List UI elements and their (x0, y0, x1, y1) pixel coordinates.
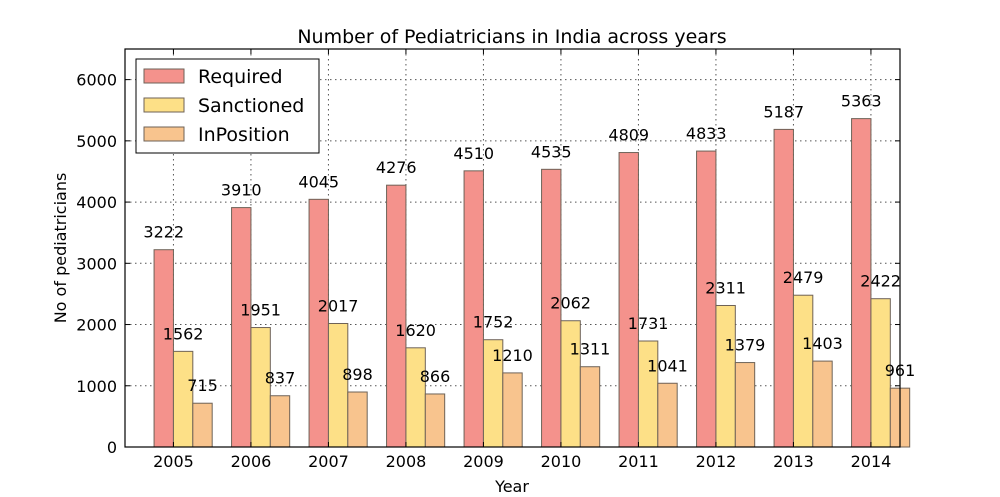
legend-swatch-required (143, 68, 185, 84)
data-label-sanctioned: 1752 (473, 313, 514, 332)
legend-swatch-inposition (143, 126, 185, 142)
bar-sanctioned (327, 322, 349, 448)
bar-required (386, 184, 407, 448)
legend-label-inposition: InPosition (198, 124, 290, 146)
data-label-sanctioned: 1951 (240, 301, 281, 320)
bar-required (773, 128, 794, 448)
data-label-sanctioned: 1620 (395, 321, 436, 340)
bar-sanctioned (405, 347, 426, 448)
data-label-sanctioned: 2422 (860, 272, 901, 291)
data-label-required: 4045 (298, 172, 339, 191)
x-axis-title: Year (494, 477, 529, 496)
bar-required (153, 249, 174, 448)
data-label-inposition: 1403 (802, 334, 843, 353)
axis-ticks: 0 1000 2000 3000 4000 5000 6000 2005 2006 2007 200… (76, 49, 900, 471)
data-label-required: 4276 (376, 158, 417, 177)
x-tick-label: 2009 (463, 452, 504, 471)
data-label-inposition: 898 (342, 365, 373, 384)
x-tick-label: 2012 (696, 452, 737, 471)
data-label-required: 4809 (608, 126, 649, 145)
x-tick-label: 2007 (308, 452, 349, 471)
data-label-required: 4833 (686, 124, 727, 143)
data-label-inposition: 715 (187, 376, 218, 395)
bar-required (463, 170, 484, 448)
bar-inposition (192, 402, 213, 448)
bar-sanctioned (715, 304, 736, 448)
data-label-required: 5187 (763, 102, 804, 121)
data-label-inposition: 1311 (570, 340, 611, 359)
bar-inposition (579, 366, 601, 448)
legend-label-sanctioned: Sanctioned (198, 95, 304, 117)
x-tick-label: 2008 (386, 452, 427, 471)
data-label-required: 4510 (453, 144, 494, 163)
data-label-sanctioned: 2017 (318, 296, 359, 315)
data-label-inposition: 1210 (492, 346, 533, 365)
y-tick-label: 3000 (76, 254, 117, 273)
data-label-sanctioned: 1562 (163, 324, 204, 343)
y-axis-title: No of pediatricians (51, 173, 70, 324)
data-label-required: 3910 (221, 181, 262, 200)
plot-frame (124, 48, 901, 448)
bar-inposition (347, 391, 368, 448)
bar-required (308, 198, 329, 448)
data-label-sanctioned: 2479 (783, 268, 824, 287)
bar-inposition (734, 362, 756, 448)
bar-required (696, 150, 717, 448)
data-label-sanctioned: 1731 (628, 314, 669, 333)
legend: Required Sanctioned InPosition (135, 58, 320, 154)
x-tick-label: 2011 (618, 452, 659, 471)
y-tick-label: 0 (107, 438, 117, 457)
bar-inposition (269, 395, 291, 448)
chart-title: Number of Pediatricians in India across … (297, 26, 726, 48)
bar-inposition (657, 382, 678, 448)
x-tick-label: 2014 (851, 452, 892, 471)
bar-inposition (812, 360, 833, 448)
x-tick-label: 2013 (773, 452, 814, 471)
data-label-required: 3222 (143, 223, 184, 242)
y-tick-label: 1000 (76, 377, 117, 396)
data-label-inposition: 866 (420, 367, 451, 386)
legend-label-required: Required (198, 66, 283, 88)
data-label-required: 4535 (531, 142, 572, 161)
bar-required (618, 152, 639, 448)
y-tick-label: 6000 (76, 71, 117, 90)
x-tick-label: 2005 (153, 452, 194, 471)
data-label-inposition: 1379 (725, 336, 766, 355)
x-tick-label: 2010 (541, 452, 582, 471)
y-tick-label: 5000 (76, 132, 117, 151)
bar-inposition (424, 393, 446, 448)
bar-inposition (502, 372, 523, 448)
data-labels: 3222 3910 4045 4276 4510 4535 4809 4833 5187 5363… (143, 92, 915, 396)
y-tick-label: 4000 (76, 193, 117, 212)
data-label-inposition: 1041 (647, 356, 688, 375)
bars (153, 118, 911, 448)
x-tick-label: 2006 (231, 452, 272, 471)
data-label-required: 5363 (841, 92, 882, 111)
y-tick-label: 2000 (76, 316, 117, 335)
bar-sanctioned (792, 294, 814, 448)
bar-required (231, 207, 252, 448)
data-label-inposition: 837 (265, 369, 296, 388)
legend-swatch-sanctioned (143, 97, 185, 113)
data-label-sanctioned: 2311 (705, 278, 746, 297)
data-label-sanctioned: 2062 (550, 294, 591, 313)
bar-sanctioned (172, 350, 194, 448)
